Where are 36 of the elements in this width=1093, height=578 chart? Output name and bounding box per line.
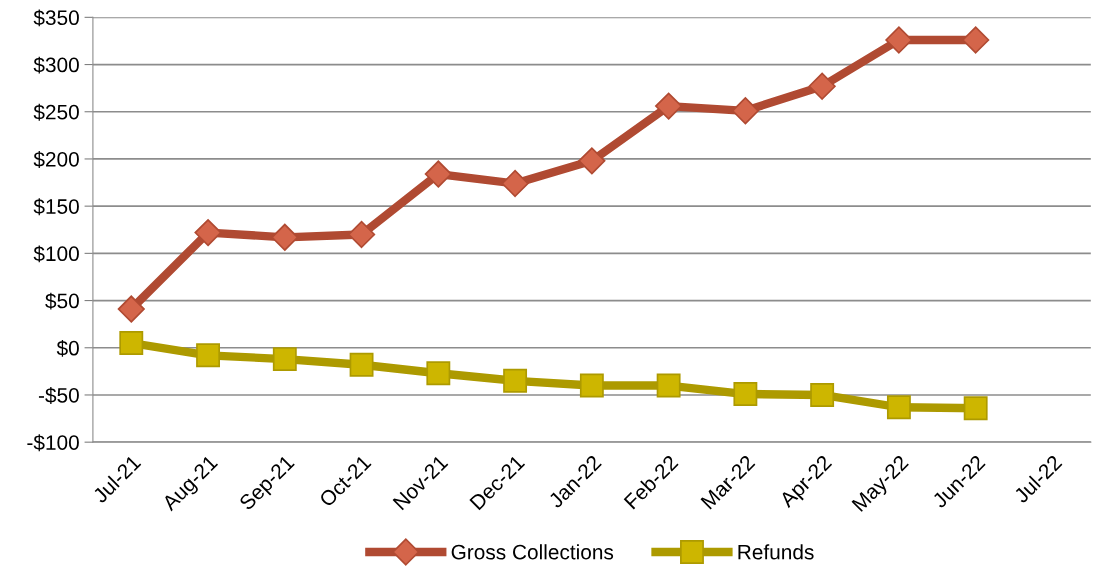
point <box>731 97 759 125</box>
point <box>579 373 604 398</box>
point <box>656 373 681 398</box>
point <box>503 368 528 393</box>
point <box>963 396 988 421</box>
point <box>194 218 222 247</box>
point <box>810 383 835 407</box>
y-tick-label: $100 <box>33 245 79 263</box>
point <box>886 395 911 420</box>
point <box>655 92 683 120</box>
point <box>271 223 299 251</box>
point <box>196 343 220 368</box>
y-tick-label: $350 <box>33 9 79 27</box>
y-tick-label: -$100 <box>27 434 79 452</box>
point <box>117 295 145 323</box>
y-tick-label: $200 <box>33 151 79 168</box>
point <box>349 352 374 377</box>
point <box>424 160 452 188</box>
legend-label: Refunds <box>738 544 814 560</box>
y-tick-label: -$50 <box>38 387 79 404</box>
point <box>272 347 297 372</box>
y-tick-label: $150 <box>33 198 79 216</box>
point <box>119 331 144 355</box>
y-tick-label: $50 <box>45 292 79 310</box>
point <box>962 26 990 54</box>
point <box>733 382 758 406</box>
point <box>426 361 451 386</box>
point <box>808 72 836 100</box>
y-tick-label: $0 <box>56 339 79 357</box>
point <box>578 147 606 175</box>
point <box>885 26 913 54</box>
y-tick-label: $250 <box>33 103 79 121</box>
legend-label: Gross Collections <box>451 544 614 560</box>
point <box>347 220 376 249</box>
point <box>501 169 529 198</box>
y-tick-label: $300 <box>33 56 79 74</box>
